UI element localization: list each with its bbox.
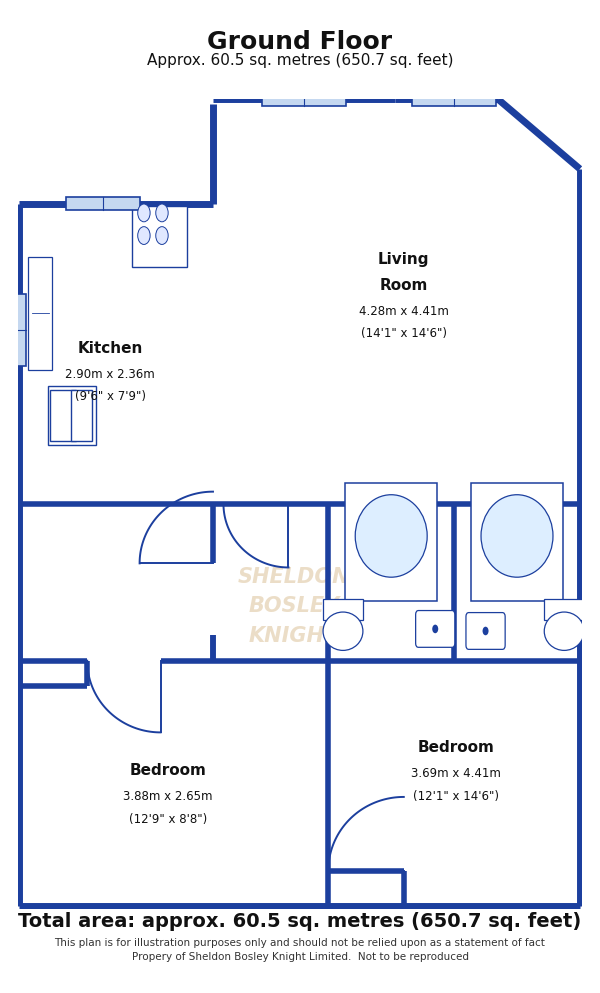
Text: This plan is for illustration purposes only and should not be relied upon as a s: This plan is for illustration purposes o…	[55, 938, 545, 948]
Text: (9'6" x 7'9"): (9'6" x 7'9")	[75, 390, 146, 403]
Text: Kitchen: Kitchen	[77, 341, 143, 355]
Polygon shape	[328, 660, 580, 906]
Bar	[12, 294, 26, 365]
Text: Room: Room	[380, 278, 428, 293]
Text: Approx. 60.5 sq. metres (650.7 sq. feet): Approx. 60.5 sq. metres (650.7 sq. feet)	[147, 53, 453, 69]
Bar	[412, 92, 496, 106]
Bar	[71, 390, 92, 441]
Polygon shape	[213, 504, 328, 660]
Text: 2.90m x 2.36m: 2.90m x 2.36m	[65, 367, 155, 380]
Polygon shape	[328, 504, 580, 660]
Ellipse shape	[544, 612, 584, 650]
Text: (14'1" x 14'6"): (14'1" x 14'6")	[361, 328, 447, 341]
Text: Living: Living	[378, 252, 430, 267]
FancyBboxPatch shape	[466, 613, 505, 649]
Polygon shape	[213, 99, 580, 504]
Circle shape	[156, 226, 168, 244]
Circle shape	[432, 625, 438, 634]
Text: Bedroom: Bedroom	[130, 763, 206, 778]
Ellipse shape	[355, 495, 427, 577]
Bar	[345, 483, 437, 601]
Bar	[132, 206, 187, 267]
Text: Bedroom: Bedroom	[418, 741, 494, 756]
Text: Total area: approx. 60.5 sq. metres (650.7 sq. feet): Total area: approx. 60.5 sq. metres (650…	[19, 912, 581, 931]
Text: (12'9" x 8'8"): (12'9" x 8'8")	[129, 812, 207, 825]
Circle shape	[138, 226, 150, 244]
Bar	[66, 198, 140, 211]
Text: 4.28m x 4.41m: 4.28m x 4.41m	[359, 305, 449, 318]
Circle shape	[156, 204, 168, 221]
Circle shape	[482, 627, 488, 636]
Bar	[50, 390, 76, 441]
FancyBboxPatch shape	[416, 611, 455, 647]
Polygon shape	[19, 204, 213, 504]
Bar	[262, 92, 346, 106]
Text: Propery of Sheldon Bosley Knight Limited.  Not to be reproduced: Propery of Sheldon Bosley Knight Limited…	[131, 952, 469, 962]
Bar	[323, 599, 363, 620]
Ellipse shape	[481, 495, 553, 577]
Bar	[49, 386, 95, 445]
Bar	[471, 483, 563, 601]
Text: Ground Floor: Ground Floor	[208, 30, 392, 54]
Text: SHELDON
BOSLEY
KNIGHT: SHELDON BOSLEY KNIGHT	[238, 567, 350, 646]
Circle shape	[138, 204, 150, 221]
Text: 3.88m x 2.65m: 3.88m x 2.65m	[123, 789, 212, 803]
Bar	[544, 599, 584, 620]
Text: (12'1" x 14'6"): (12'1" x 14'6")	[413, 790, 499, 803]
Text: 3.69m x 4.41m: 3.69m x 4.41m	[411, 768, 501, 780]
Ellipse shape	[323, 612, 363, 650]
Bar	[28, 257, 52, 370]
Polygon shape	[19, 660, 328, 906]
